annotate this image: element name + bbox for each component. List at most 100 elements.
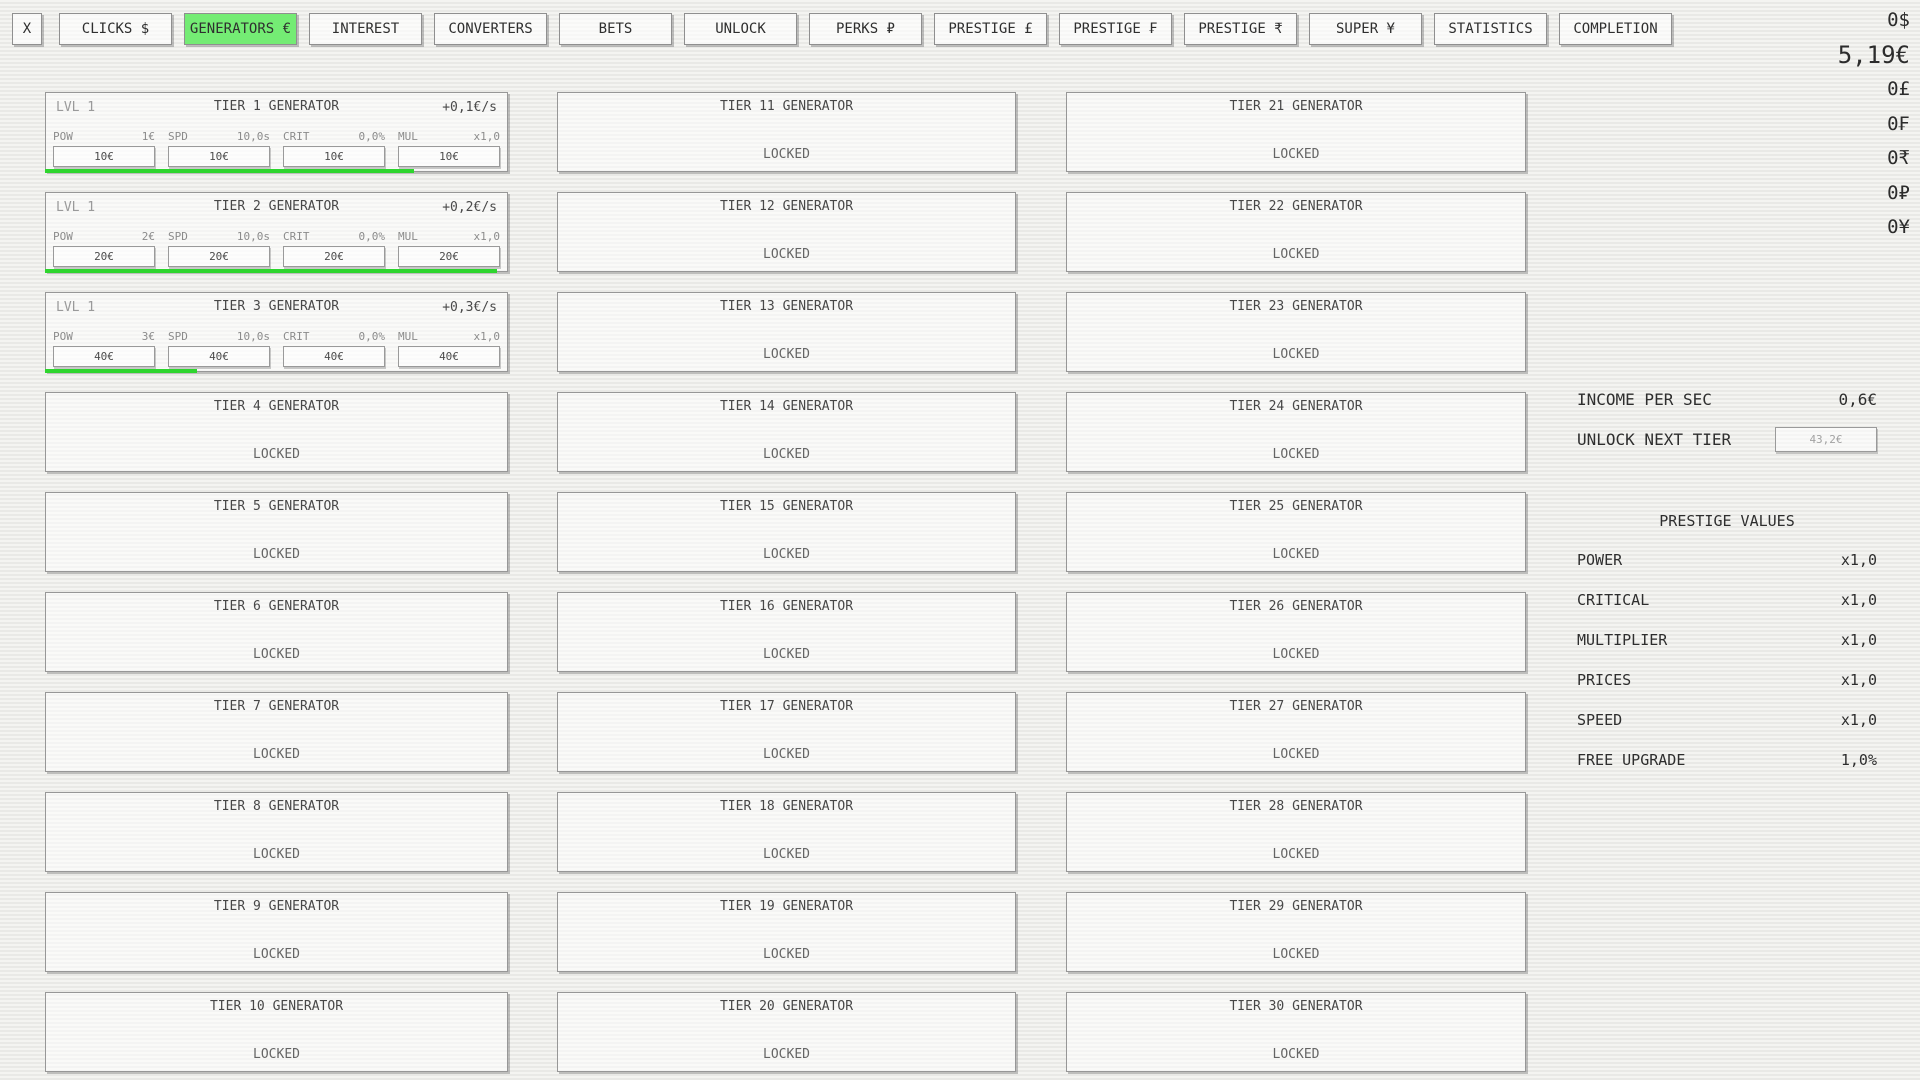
- generator-locked-label: LOCKED: [1272, 847, 1320, 862]
- currency-list: 0$ 5,19€ 0£ 0₣ 0₹ 0₽ 0¥: [1838, 3, 1910, 245]
- tab-prestige[interactable]: PRESTIGE £: [934, 13, 1047, 45]
- tab-statistics[interactable]: STATISTICS: [1434, 13, 1547, 45]
- generator-stats-row: POW 1€ SPD 10,0s CRIT 0,0% MUL x1,0: [53, 130, 500, 143]
- stat-value: x1,0: [473, 230, 501, 243]
- tab-super[interactable]: SUPER ¥: [1309, 13, 1422, 45]
- generator-card: TIER 13 GENERATOR LOCKED: [557, 292, 1016, 372]
- upgrade-buy-button[interactable]: 40€: [283, 346, 385, 367]
- generator-card: TIER 20 GENERATOR LOCKED: [557, 992, 1016, 1072]
- upgrade-buy-button[interactable]: 40€: [53, 346, 155, 367]
- unlock-next-tier-button[interactable]: 43,2€: [1775, 426, 1877, 452]
- tab-clicks[interactable]: CLICKS $: [59, 13, 172, 45]
- generator-card-title: TIER 2 GENERATOR: [213, 199, 340, 214]
- stat-label: CRIT: [283, 230, 310, 243]
- stat-value: 2€: [141, 230, 155, 243]
- currency-value: 0₣: [1887, 112, 1910, 135]
- prestige-value-row: PRICES x1,0: [1577, 671, 1877, 711]
- generator-locked-label: LOCKED: [1272, 147, 1320, 162]
- generator-card: TIER 7 GENERATOR LOCKED: [45, 692, 508, 772]
- tab-unlock[interactable]: UNLOCK: [684, 13, 797, 45]
- generator-locked-label: LOCKED: [763, 547, 810, 562]
- tab-close-button[interactable]: X: [12, 13, 42, 45]
- currency-value: 0£: [1887, 78, 1910, 100]
- generator-card-title: TIER 15 GENERATOR: [719, 499, 854, 514]
- generator-card: TIER 6 GENERATOR LOCKED: [45, 592, 508, 672]
- tab-perks[interactable]: PERKS ₽: [809, 13, 922, 45]
- tab-prestige[interactable]: PRESTIGE ₹: [1184, 13, 1297, 45]
- prestige-values-title: PRESTIGE VALUES: [1659, 512, 1795, 530]
- generator-locked-label: LOCKED: [253, 447, 300, 462]
- generator-locked-label: LOCKED: [253, 847, 300, 862]
- generator-locked-label: LOCKED: [1272, 347, 1320, 362]
- generator-card-title: TIER 18 GENERATOR: [719, 799, 854, 814]
- generator-card: TIER 11 GENERATOR LOCKED: [557, 92, 1016, 172]
- generator-income-label: +0,3€/s: [442, 300, 497, 315]
- generator-card-title: TIER 11 GENERATOR: [719, 99, 854, 114]
- stat-value: 10,0s: [236, 130, 270, 143]
- upgrade-buy-button[interactable]: 40€: [398, 346, 500, 367]
- stat-label: CRIT: [283, 130, 310, 143]
- generator-card-title: TIER 21 GENERATOR: [1229, 99, 1363, 114]
- generator-card-title: TIER 19 GENERATOR: [719, 899, 854, 914]
- generator-card-title: TIER 30 GENERATOR: [1229, 999, 1363, 1014]
- generator-card-title: TIER 3 GENERATOR: [213, 299, 340, 314]
- prestige-row-label: PRICES: [1577, 671, 1632, 689]
- upgrade-buy-button[interactable]: 20€: [283, 246, 385, 267]
- generator-level-label: LVL 1: [56, 300, 96, 315]
- stat-value: 0,0%: [358, 230, 386, 243]
- tab-generators[interactable]: GENERATORS €: [184, 13, 297, 45]
- upgrade-buy-button[interactable]: 10€: [398, 146, 500, 167]
- upgrade-buy-button[interactable]: 10€: [53, 146, 155, 167]
- generator-stat: SPD 10,0s: [168, 130, 270, 143]
- upgrade-buy-button[interactable]: 20€: [168, 246, 270, 267]
- generator-card: TIER 5 GENERATOR LOCKED: [45, 492, 508, 572]
- generator-locked-label: LOCKED: [1272, 747, 1320, 762]
- income-per-sec-label: INCOME PER SEC: [1577, 390, 1712, 409]
- income-per-sec-row: INCOME PER SEC 0,6€: [1577, 390, 1877, 409]
- upgrade-buy-button[interactable]: 20€: [53, 246, 155, 267]
- generator-progress-bar: [45, 169, 414, 173]
- generator-card-title: TIER 10 GENERATOR: [209, 999, 344, 1014]
- upgrade-buy-button[interactable]: 40€: [168, 346, 270, 367]
- upgrade-buy-button[interactable]: 10€: [283, 146, 385, 167]
- unlock-next-tier-label: UNLOCK NEXT TIER: [1577, 429, 1732, 449]
- generator-card-title: TIER 5 GENERATOR: [213, 499, 340, 514]
- generator-card-title: TIER 20 GENERATOR: [719, 999, 854, 1014]
- generator-card-title: TIER 12 GENERATOR: [719, 199, 854, 214]
- generator-progress-bar: [45, 269, 497, 273]
- prestige-value-row: FREE UPGRADE 1,0%: [1577, 751, 1877, 791]
- generator-card: TIER 28 GENERATOR LOCKED: [1066, 792, 1526, 872]
- tab-interest[interactable]: INTEREST: [309, 13, 422, 45]
- generator-card-title: TIER 4 GENERATOR: [213, 399, 340, 414]
- generator-card: TIER 21 GENERATOR LOCKED: [1066, 92, 1526, 172]
- generator-stat: POW 1€: [53, 130, 155, 143]
- generator-card: TIER 18 GENERATOR LOCKED: [557, 792, 1016, 872]
- prestige-row-label: POWER: [1577, 551, 1623, 569]
- generator-card-title: TIER 27 GENERATOR: [1229, 699, 1363, 714]
- generator-stat: CRIT 0,0%: [283, 130, 385, 143]
- generator-card: TIER 22 GENERATOR LOCKED: [1066, 192, 1526, 272]
- tab-bets[interactable]: BETS: [559, 13, 672, 45]
- generator-card: TIER 10 GENERATOR LOCKED: [45, 992, 508, 1072]
- generator-locked-label: LOCKED: [253, 747, 300, 762]
- generator-income-label: +0,2€/s: [442, 200, 497, 215]
- stat-label: SPD: [168, 130, 188, 143]
- tab-prestige[interactable]: PRESTIGE ₣: [1059, 13, 1172, 45]
- generator-card: TIER 14 GENERATOR LOCKED: [557, 392, 1016, 472]
- generator-stat: CRIT 0,0%: [283, 330, 385, 343]
- generator-card: TIER 29 GENERATOR LOCKED: [1066, 892, 1526, 972]
- stat-value: 3€: [141, 330, 155, 343]
- generator-stats-row: POW 2€ SPD 10,0s CRIT 0,0% MUL x1,0: [53, 230, 500, 243]
- prestige-row-label: MULTIPLIER: [1577, 631, 1668, 649]
- stat-label: MUL: [398, 330, 418, 343]
- upgrade-buy-button[interactable]: 10€: [168, 146, 270, 167]
- generator-progress-bar: [45, 369, 198, 373]
- tab-converters[interactable]: CONVERTERS: [434, 13, 547, 45]
- generator-card: TIER 30 GENERATOR LOCKED: [1066, 992, 1526, 1072]
- upgrade-buy-button[interactable]: 20€: [398, 246, 500, 267]
- generator-stat: MUL x1,0: [398, 130, 500, 143]
- unlock-next-tier-row: UNLOCK NEXT TIER 43,2€: [1577, 426, 1877, 452]
- generator-buy-row: 20€ 20€ 20€ 20€: [53, 246, 500, 267]
- generator-locked-label: LOCKED: [1272, 547, 1320, 562]
- tab-completion[interactable]: COMPLETION: [1559, 13, 1672, 45]
